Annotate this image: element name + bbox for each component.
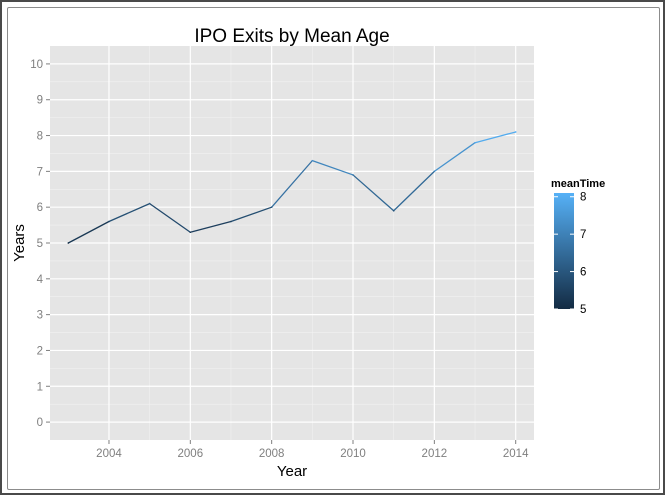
data-point: [433, 170, 436, 173]
x-axis: 2004 2006 2008 2010 2012 2014: [96, 440, 529, 460]
line-segment: [352, 174, 395, 212]
series-line: [67, 131, 517, 244]
data-point: [148, 202, 151, 205]
data-point: [352, 174, 354, 176]
line-segment: [271, 159, 313, 208]
line-segment: [311, 159, 354, 176]
data-point: [514, 131, 517, 133]
chart-title: IPO Exits by Mean Age: [194, 26, 389, 47]
data-point: [108, 220, 110, 223]
x-tick-label: 2004: [96, 448, 122, 460]
x-tick-label: 2014: [503, 448, 529, 460]
data-point: [311, 159, 314, 162]
legend-ticks: 5 6 7 8: [554, 192, 586, 316]
y-tick-label: 2: [37, 345, 43, 357]
y-axis-label: Years: [11, 224, 28, 262]
y-tick-label: 9: [37, 95, 43, 107]
y-tick-label: 3: [37, 310, 43, 322]
line-segment: [393, 170, 436, 212]
legend-title: meanTime: [551, 178, 605, 190]
y-tick-label: 10: [30, 59, 43, 71]
data-points: [67, 131, 517, 244]
major-gridlines: [50, 46, 534, 440]
line-segment: [230, 206, 273, 223]
line-segment: [189, 220, 232, 233]
y-tick-label: 6: [37, 202, 43, 214]
line-segment: [108, 202, 151, 223]
y-tick-label: 8: [37, 131, 43, 143]
data-point: [270, 206, 273, 208]
legend-colorbar: [554, 193, 574, 309]
legend-tick-label: 6: [580, 267, 586, 279]
y-tick-label: 0: [37, 417, 43, 429]
x-tick-label: 2010: [340, 448, 366, 460]
x-axis-label: Year: [277, 463, 307, 480]
y-tick-label: 1: [37, 381, 43, 393]
legend: meanTime 5 6 7 8: [551, 178, 605, 316]
line-segment: [433, 142, 476, 173]
y-tick-label: 7: [37, 166, 43, 178]
x-tick-label: 2012: [422, 448, 448, 460]
legend-tick-label: 5: [580, 304, 586, 316]
y-tick-label: 4: [37, 274, 44, 286]
y-axis: 0 1 2 3 4 5 6 7 8 9 10: [30, 59, 50, 429]
data-point: [474, 141, 476, 144]
data-point: [189, 231, 192, 234]
legend-tick-label: 8: [580, 192, 586, 204]
data-point: [67, 242, 70, 244]
y-tick-label: 5: [37, 238, 43, 250]
x-tick-label: 2006: [178, 448, 204, 460]
data-point: [392, 209, 395, 212]
x-tick-label: 2008: [259, 448, 285, 460]
line-segment: [148, 202, 191, 233]
legend-tick-label: 7: [580, 229, 586, 241]
line-segment: [474, 131, 517, 144]
line-segment: [67, 220, 110, 244]
data-point: [230, 220, 232, 223]
